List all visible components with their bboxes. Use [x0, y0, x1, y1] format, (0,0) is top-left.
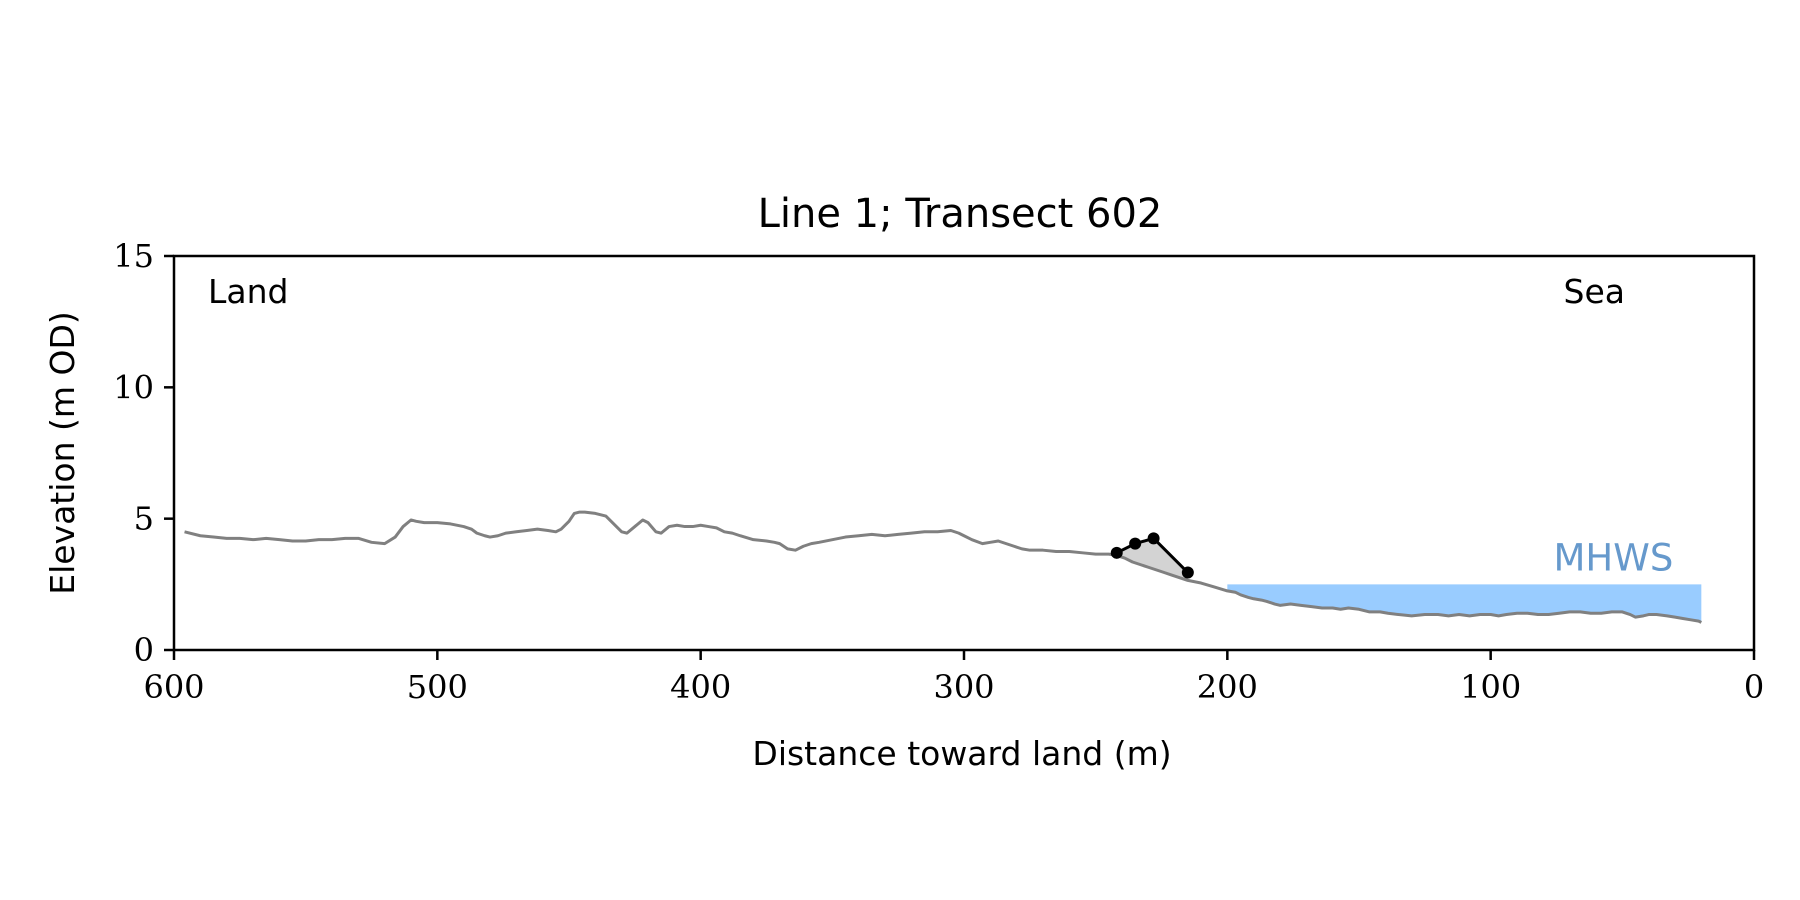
feature-line [1116, 536, 1189, 574]
feature-point [1181, 566, 1194, 579]
y-tick-label: 5 [134, 500, 154, 538]
sea-annotation: Sea [1564, 272, 1625, 311]
x-tick-label: 100 [1460, 668, 1521, 706]
mhws-fill [1227, 584, 1702, 623]
y-tick-label: 15 [113, 237, 154, 275]
mhws-label: MHWS [1554, 536, 1674, 579]
y-tick-label: 10 [113, 368, 154, 406]
x-tick-label: 0 [1744, 668, 1764, 706]
x-tick-label: 600 [143, 668, 204, 706]
feature-point [1110, 546, 1123, 559]
feature-point [1147, 532, 1160, 545]
chart-title: Line 1; Transect 602 [758, 191, 1163, 237]
y-tick-label: 0 [134, 631, 154, 669]
feature-point [1129, 537, 1142, 550]
elevation-profile-line [184, 510, 1703, 624]
axis-ticks: 600 500 400 300 200 100 0 0 5 10 15 [113, 237, 1764, 706]
x-tick-label: 400 [670, 668, 731, 706]
x-tick-label: 300 [933, 668, 994, 706]
land-annotation: Land [208, 272, 288, 311]
plot-area: MHWS [184, 510, 1703, 624]
x-tick-label: 500 [407, 668, 468, 706]
y-axis-label: Elevation (m OD) [43, 311, 82, 595]
x-tick-label: 200 [1197, 668, 1258, 706]
x-axis-label: Distance toward land (m) [752, 734, 1171, 773]
